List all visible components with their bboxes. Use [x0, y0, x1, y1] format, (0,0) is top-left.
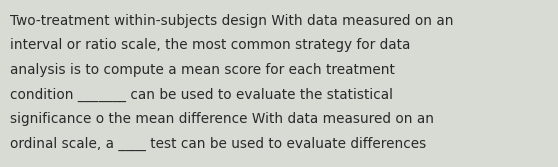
Text: significance o the mean difference With data measured on an: significance o the mean difference With …	[10, 112, 434, 126]
Text: ordinal scale, a ____ test can be used to evaluate differences: ordinal scale, a ____ test can be used t…	[10, 136, 426, 151]
Text: Two-treatment within-subjects design With data measured on an: Two-treatment within-subjects design Wit…	[10, 14, 454, 28]
Text: condition _______ can be used to evaluate the statistical: condition _______ can be used to evaluat…	[10, 88, 393, 102]
Text: interval or ratio scale, the most common strategy for data: interval or ratio scale, the most common…	[10, 39, 410, 52]
Text: analysis is to compute a mean score for each treatment: analysis is to compute a mean score for …	[10, 63, 395, 77]
